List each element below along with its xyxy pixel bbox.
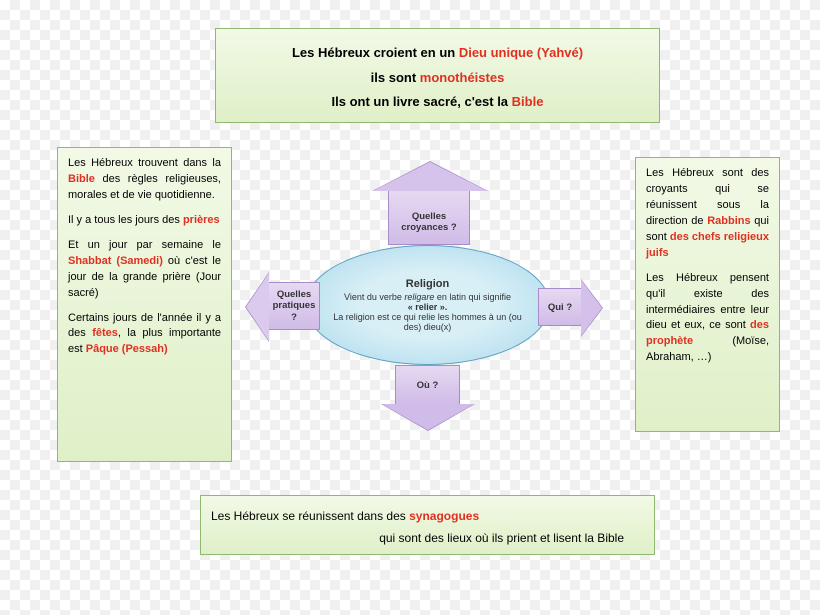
arrow-up-label: Quelles croyances ? — [389, 211, 469, 233]
practices-p4: Certains jours de l'année il y a des fêt… — [68, 311, 221, 359]
religion-title: Religion — [406, 278, 449, 290]
beliefs-box: Les Hébreux croient en un Dieu unique (Y… — [215, 28, 660, 123]
who-p2: Les Hébreux pensent qu'il existe des int… — [646, 271, 769, 367]
beliefs-line-3: Ils ont un livre sacré, c'est la Bible — [226, 90, 649, 115]
highlight-bible: Bible — [68, 173, 95, 185]
text: Les Hébreux croient en un — [292, 45, 459, 60]
text: Les Hébreux se réunissent dans des — [211, 509, 409, 523]
highlight-god: Dieu unique (Yahvé) — [459, 45, 583, 60]
text: en latin qui signifie — [434, 292, 511, 302]
religion-def-3: La religion est ce qui relie les hommes … — [324, 312, 531, 332]
practices-p2: Il y a tous les jours des prières — [68, 213, 221, 229]
arrow-left-label: Quelles pratiques ? — [269, 289, 319, 323]
arrow-right-who: Qui ? — [538, 288, 582, 326]
where-line-1: Les Hébreux se réunissent dans des synag… — [211, 506, 644, 528]
practices-p1: Les Hébreux trouvent dans la Bible des r… — [68, 156, 221, 204]
religion-def-1: Vient du verbe religare en latin qui sig… — [344, 292, 511, 302]
highlight-prayers: prières — [183, 214, 220, 226]
who-p1: Les Hébreux sont des croyants qui se réu… — [646, 166, 769, 262]
beliefs-line-2: ils sont monothéistes — [226, 66, 649, 91]
text: Les Hébreux trouvent dans la — [68, 157, 221, 169]
highlight-rabbins: Rabbins — [707, 215, 750, 227]
practices-box: Les Hébreux trouvent dans la Bible des r… — [57, 147, 232, 462]
where-line-2: qui sont des lieux où ils prient et lise… — [211, 528, 644, 550]
highlight-monotheist: monothéistes — [420, 70, 505, 85]
beliefs-line-1: Les Hébreux croient en un Dieu unique (Y… — [226, 41, 649, 66]
highlight-fetes: fêtes — [92, 327, 118, 339]
arrow-down-where: Où ? — [395, 365, 460, 405]
arrow-up-beliefs: Quelles croyances ? — [388, 190, 470, 245]
arrow-right-label: Qui ? — [548, 302, 572, 313]
text: Il y a tous les jours des — [68, 214, 183, 226]
where-box: Les Hébreux se réunissent dans des synag… — [200, 495, 655, 555]
text: Et un jour par semaine le — [68, 239, 221, 251]
practices-p3: Et un jour par semaine le Shabbat (Samed… — [68, 238, 221, 302]
who-box: Les Hébreux sont des croyants qui se réu… — [635, 157, 780, 432]
arrow-down-label: Où ? — [417, 380, 439, 391]
religare-italic: religare — [404, 292, 434, 302]
highlight-paque: Pâque (Pessah) — [86, 343, 168, 355]
highlight-bible: Bible — [512, 94, 544, 109]
text: Ils ont un livre sacré, c'est la — [332, 94, 512, 109]
religion-def-2: « relier ». — [408, 302, 448, 312]
text: ils sont — [371, 70, 420, 85]
arrow-left-practices: Quelles pratiques ? — [268, 282, 320, 330]
highlight-shabbat: Shabbat (Samedi) — [68, 255, 163, 267]
highlight-synagogues: synagogues — [409, 509, 479, 523]
text: Vient du verbe — [344, 292, 404, 302]
religion-center: Religion Vient du verbe religare en lati… — [305, 245, 550, 365]
